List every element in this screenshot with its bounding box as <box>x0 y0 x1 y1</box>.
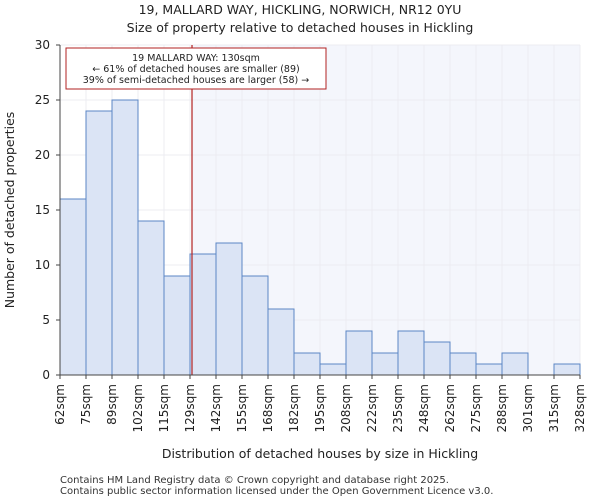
bars <box>59 99 581 376</box>
annotation-line-1: 19 MALLARD WAY: 130sqm <box>132 53 260 64</box>
bar-182sqm <box>293 352 321 376</box>
annotation-box: 19 MALLARD WAY: 130sqm ← 61% of detached… <box>65 47 327 90</box>
chart-title: 19, MALLARD WAY, HICKLING, NORWICH, NR12… <box>139 2 462 17</box>
bar-142sqm <box>215 242 243 376</box>
y-tick-label: 10 <box>35 258 50 272</box>
bar-102sqm <box>137 220 165 376</box>
footer-line-1: Contains HM Land Registry data © Crown c… <box>60 475 449 486</box>
x-tick-label: 208sqm <box>339 384 353 432</box>
bar-208sqm <box>345 330 373 376</box>
y-tick-label: 20 <box>35 148 50 162</box>
bar-248sqm <box>423 341 451 376</box>
bar-288sqm <box>501 352 529 376</box>
x-tick-label: 75sqm <box>79 384 93 425</box>
y-tick-label: 25 <box>35 93 50 107</box>
bar-315sqm <box>553 363 581 376</box>
x-tick-label: 328sqm <box>573 384 587 432</box>
x-tick-label: 275sqm <box>469 384 483 432</box>
bar-75sqm <box>85 110 113 376</box>
y-axis-label: Number of detached properties <box>2 112 17 309</box>
bar-262sqm <box>449 352 477 376</box>
y-tick-label: 15 <box>35 203 50 217</box>
x-tick-label: 262sqm <box>443 384 457 432</box>
bar-89sqm <box>111 99 139 376</box>
y-tick-label: 5 <box>42 313 50 327</box>
x-tick-label: 222sqm <box>365 384 379 432</box>
footer-line-2: Contains public sector information licen… <box>60 486 493 497</box>
x-tick-label: 248sqm <box>417 384 431 432</box>
y-tick-label: 0 <box>42 368 50 382</box>
x-tick-label: 168sqm <box>261 384 275 432</box>
x-tick-label: 288sqm <box>495 384 509 432</box>
x-tick-label: 89sqm <box>105 384 119 425</box>
x-tick-label: 142sqm <box>209 384 223 432</box>
x-tick-label: 115sqm <box>157 384 171 432</box>
x-tick-label: 315sqm <box>547 384 561 432</box>
bar-115sqm <box>163 275 191 376</box>
bar-155sqm <box>241 275 269 376</box>
y-tick-label: 30 <box>35 38 50 52</box>
y-tick-labels: 0 5 10 15 20 25 30 <box>35 38 60 382</box>
x-axis-label: Distribution of detached houses by size … <box>162 446 478 461</box>
x-tick-labels: 62sqm 75sqm 89sqm 102sqm 115sqm 129sqm 142sqm 1… <box>53 375 587 432</box>
x-tick-label: 235sqm <box>391 384 405 432</box>
x-tick-label: 301sqm <box>521 384 535 432</box>
bar-168sqm <box>267 308 295 376</box>
x-tick-label: 62sqm <box>53 384 67 425</box>
annotation-line-2: ← 61% of detached houses are smaller (89… <box>92 64 299 75</box>
bar-275sqm <box>475 363 503 376</box>
annotation-line-3: 39% of semi-detached houses are larger (… <box>83 75 310 86</box>
bar-129sqm <box>189 253 217 376</box>
x-tick-label: 155sqm <box>235 384 249 432</box>
bar-222sqm <box>371 352 399 376</box>
bar-62sqm <box>59 198 87 376</box>
chart-subtitle: Size of property relative to detached ho… <box>127 20 474 35</box>
bar-235sqm <box>397 330 425 376</box>
x-tick-label: 102sqm <box>131 384 145 432</box>
bar-195sqm <box>319 363 347 376</box>
x-tick-label: 182sqm <box>287 384 301 432</box>
x-tick-label: 129sqm <box>183 384 197 432</box>
x-tick-label: 195sqm <box>313 384 327 432</box>
